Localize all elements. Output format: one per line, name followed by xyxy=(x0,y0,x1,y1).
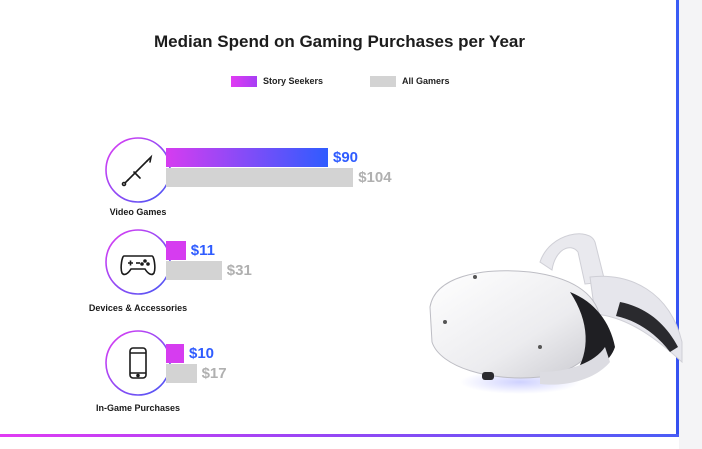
bar-all-gamers xyxy=(166,261,222,280)
vr-headset-image xyxy=(429,233,683,394)
legend-label-story-seekers: Story Seekers xyxy=(263,76,324,86)
chart-title: Median Spend on Gaming Purchases per Yea… xyxy=(154,32,525,51)
bar-story-seekers xyxy=(166,241,186,260)
category-icon-circle xyxy=(105,229,171,295)
data-label-all-gamers: $31 xyxy=(226,262,252,279)
category-label: Devices & Accessories xyxy=(88,303,188,313)
legend-label-all-gamers: All Gamers xyxy=(402,76,450,86)
bar-story-seekers xyxy=(166,148,328,167)
right-accent-line xyxy=(676,0,679,437)
category-label: In-Game Purchases xyxy=(95,403,181,413)
data-label-story-seekers: $11 xyxy=(190,242,215,259)
category-icon-circle xyxy=(105,330,171,396)
category-label: Video Games xyxy=(109,207,167,217)
data-label-story-seekers: $90 xyxy=(333,149,359,166)
data-label-all-gamers: $104 xyxy=(358,169,392,186)
gamepad-icon xyxy=(120,255,156,276)
data-label-all-gamers: $17 xyxy=(201,365,227,382)
data-label-story-seekers: $10 xyxy=(189,345,215,362)
legend-item-all-gamers: All Gamers xyxy=(370,74,450,88)
legend-swatch-all-gamers xyxy=(370,75,396,87)
smartphone-icon xyxy=(129,347,147,379)
right-frame xyxy=(679,0,702,449)
bar-all-gamers xyxy=(166,364,197,383)
bar-story-seekers xyxy=(166,344,184,363)
category-icon-circle xyxy=(105,137,171,203)
sword-icon xyxy=(121,154,153,187)
legend-item-story-seekers: Story Seekers xyxy=(231,74,323,88)
bar-chart: Video Games $90 $104 Devices & Accessories $… xyxy=(88,137,392,413)
legend-swatch-story-seekers xyxy=(231,75,257,87)
bar-all-gamers xyxy=(166,168,354,187)
bottom-gradient-line xyxy=(0,434,679,437)
